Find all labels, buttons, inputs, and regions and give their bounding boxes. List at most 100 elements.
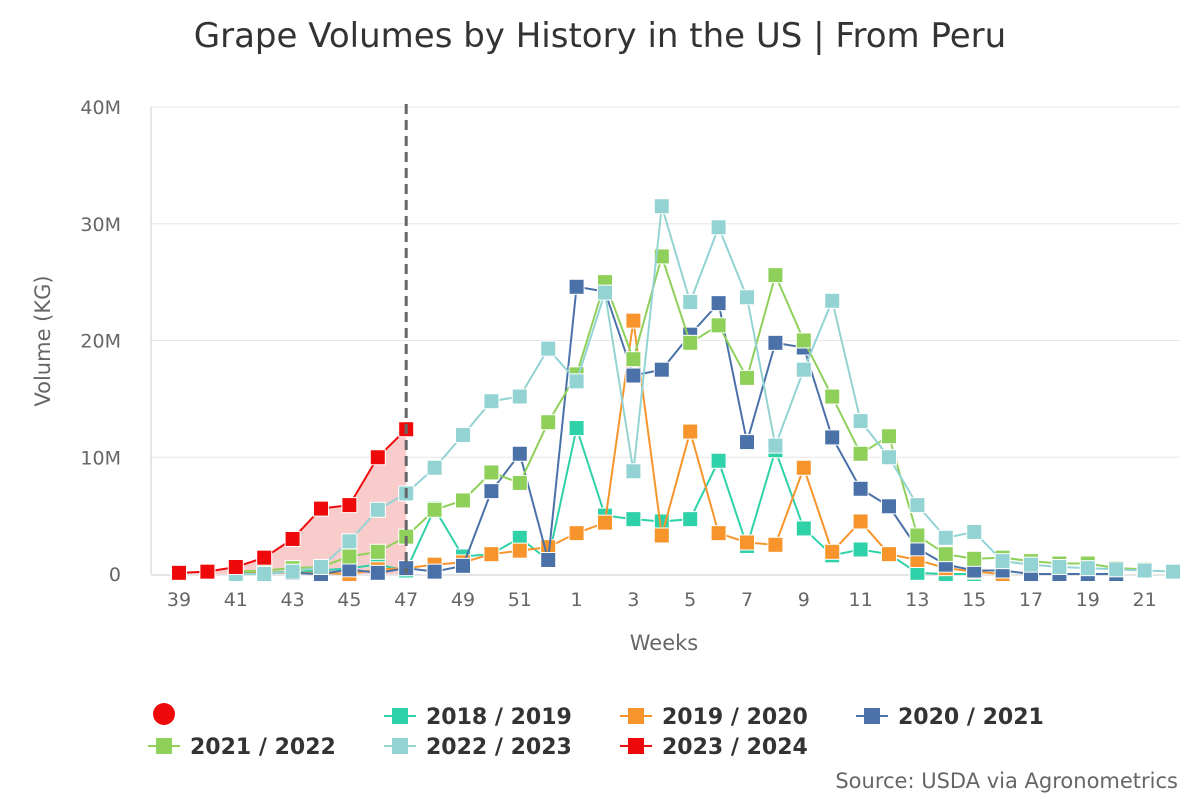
data-point[interactable] (795, 332, 812, 349)
data-point[interactable] (767, 334, 784, 351)
data-point[interactable] (739, 534, 755, 551)
data-point[interactable] (852, 541, 869, 558)
data-point[interactable] (568, 420, 585, 437)
data-point[interactable] (852, 480, 869, 497)
data-point[interactable] (483, 393, 500, 410)
data-point[interactable] (511, 388, 528, 405)
data-point[interactable] (739, 434, 755, 451)
data-point[interactable] (653, 198, 670, 215)
data-point[interactable] (1136, 562, 1153, 579)
data-point[interactable] (767, 536, 784, 553)
data-point[interactable] (284, 530, 301, 547)
series-20222023[interactable] (227, 198, 1181, 582)
data-point[interactable] (369, 564, 386, 581)
legend-item[interactable]: 2023 / 2024 (620, 735, 808, 760)
data-point[interactable] (824, 292, 841, 309)
data-point[interactable] (795, 459, 812, 476)
data-point[interactable] (284, 563, 301, 580)
data-point[interactable] (710, 219, 727, 236)
data-point[interactable] (852, 413, 869, 430)
data-point[interactable] (1108, 561, 1125, 578)
data-point[interactable] (625, 367, 642, 384)
data-point[interactable] (625, 312, 642, 329)
data-point[interactable] (511, 445, 528, 462)
data-point[interactable] (540, 414, 557, 431)
series-20232024[interactable] (171, 421, 415, 581)
data-point[interactable] (568, 373, 585, 390)
data-point[interactable] (682, 334, 699, 351)
data-point[interactable] (682, 293, 699, 310)
data-point[interactable] (881, 546, 897, 563)
data-point[interactable] (625, 351, 642, 368)
data-point[interactable] (625, 511, 642, 528)
data-point[interactable] (739, 369, 755, 386)
data-point[interactable] (1165, 563, 1181, 580)
data-point[interactable] (1079, 560, 1096, 577)
data-point[interactable] (824, 429, 841, 446)
data-point[interactable] (313, 500, 329, 517)
data-point[interactable] (966, 523, 983, 540)
data-point[interactable] (227, 558, 244, 575)
data-point[interactable] (710, 295, 727, 312)
data-point[interactable] (540, 340, 557, 357)
data-point[interactable] (369, 543, 386, 560)
data-point[interactable] (682, 511, 699, 528)
data-point[interactable] (824, 543, 841, 560)
legend-item[interactable]: 2022 / 2023 (384, 735, 572, 760)
data-point[interactable] (455, 492, 471, 509)
data-point[interactable] (540, 551, 557, 568)
data-point[interactable] (1023, 556, 1039, 573)
data-point[interactable] (994, 553, 1011, 570)
data-point[interactable] (710, 317, 727, 334)
data-point[interactable] (313, 558, 329, 575)
data-point[interactable] (483, 483, 500, 500)
data-point[interactable] (1051, 558, 1068, 575)
data-point[interactable] (824, 388, 841, 405)
data-point[interactable] (171, 564, 187, 581)
legend[interactable]: 2018 / 2019 2019 / 2020 2020 / 2021 2021 / … (148, 703, 1044, 760)
data-point[interactable] (483, 464, 500, 481)
data-point[interactable] (426, 563, 443, 580)
legend-dot-marker[interactable] (153, 703, 175, 725)
data-point[interactable] (909, 527, 926, 544)
data-point[interactable] (937, 529, 954, 546)
data-point[interactable] (767, 437, 784, 454)
data-point[interactable] (653, 248, 670, 265)
data-point[interactable] (682, 423, 699, 440)
data-point[interactable] (426, 501, 443, 518)
data-point[interactable] (710, 452, 727, 469)
data-point[interactable] (852, 513, 869, 530)
data-point[interactable] (966, 550, 983, 567)
data-point[interactable] (511, 542, 528, 559)
data-point[interactable] (341, 533, 358, 550)
data-point[interactable] (597, 284, 613, 301)
data-point[interactable] (483, 546, 500, 563)
data-point[interactable] (767, 267, 784, 284)
data-point[interactable] (568, 278, 585, 295)
data-point[interactable] (852, 445, 869, 462)
data-point[interactable] (909, 497, 926, 514)
data-point[interactable] (881, 428, 897, 445)
data-point[interactable] (426, 459, 443, 476)
data-point[interactable] (455, 427, 471, 444)
data-point[interactable] (369, 449, 386, 466)
data-point[interactable] (739, 289, 755, 306)
data-point[interactable] (369, 501, 386, 518)
legend-item[interactable]: 2020 / 2021 (856, 705, 1044, 730)
data-point[interactable] (597, 514, 613, 531)
data-point[interactable] (199, 563, 216, 580)
data-point[interactable] (511, 474, 528, 491)
legend-item[interactable]: 2018 / 2019 (384, 705, 572, 730)
data-point[interactable] (937, 546, 954, 563)
data-point[interactable] (881, 449, 897, 466)
data-point[interactable] (795, 361, 812, 378)
data-point[interactable] (710, 525, 727, 542)
data-point[interactable] (341, 548, 358, 565)
legend-item[interactable]: 2019 / 2020 (620, 705, 808, 730)
data-point[interactable] (568, 525, 585, 542)
data-point[interactable] (455, 557, 471, 574)
data-point[interactable] (653, 527, 670, 544)
data-point[interactable] (256, 566, 273, 582)
legend-item[interactable]: 2021 / 2022 (148, 735, 336, 760)
data-point[interactable] (341, 497, 358, 514)
